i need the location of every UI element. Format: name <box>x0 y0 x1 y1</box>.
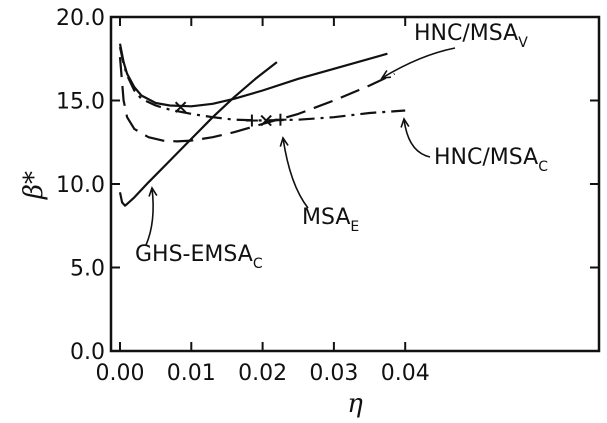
plus-marker <box>245 114 258 127</box>
x-tick-label: 0.04 <box>381 361 430 386</box>
y-tick-label: 20.0 <box>56 6 105 31</box>
annotation: HNC/MSAC <box>400 117 548 175</box>
x-tick-label: 0.00 <box>96 361 145 386</box>
annotation-label: MSAE <box>302 205 359 235</box>
x-tick-labels: 0.00 0.01 0.02 0.03 0.04 <box>96 361 430 386</box>
annotation-label: HNC/MSAV <box>414 21 528 51</box>
x-tick-label: 0.02 <box>238 361 287 386</box>
annotation-arrow <box>282 137 309 209</box>
arrow-head <box>400 117 410 128</box>
y-tick-label: 0.0 <box>70 340 105 365</box>
y-axis-label: β* <box>19 171 49 200</box>
arrow-head <box>380 70 392 79</box>
y-tick-label: 15.0 <box>56 90 105 115</box>
series-line <box>118 46 406 122</box>
y-tick-label: 10.0 <box>56 173 105 198</box>
y-tick-labels: 0.0 5.0 10.0 15.0 20.0 <box>56 6 105 365</box>
series-line <box>118 57 395 143</box>
x-axis-label: η <box>347 389 363 419</box>
annotation: GHS-EMSAC <box>135 186 263 272</box>
annotation-arrow <box>381 47 456 79</box>
annotation-arrow <box>403 118 431 158</box>
x-tick-label: 0.03 <box>309 361 358 386</box>
arrow-head <box>148 186 158 197</box>
series-line <box>118 43 388 108</box>
annotation-arrow <box>145 187 154 246</box>
annotation-label: HNC/MSAC <box>434 145 548 175</box>
y-tick-label: 5.0 <box>70 257 105 282</box>
marker-layer <box>174 101 287 127</box>
x-tick-label: 0.01 <box>167 361 216 386</box>
plus-marker <box>274 113 287 126</box>
x-marker <box>174 101 187 113</box>
plot-frame <box>109 15 601 353</box>
annotation: HNC/MSAV <box>380 21 528 79</box>
annotation-label: GHS-EMSAC <box>135 242 263 272</box>
arrow-head <box>279 136 289 147</box>
annotation-layer: HNC/MSAV HNC/MSAC MSAE GHS-EMSAC <box>135 21 548 272</box>
x-marker <box>260 114 272 127</box>
series-line <box>118 61 278 207</box>
annotation: MSAE <box>279 136 359 235</box>
axis-ticks <box>111 16 599 352</box>
